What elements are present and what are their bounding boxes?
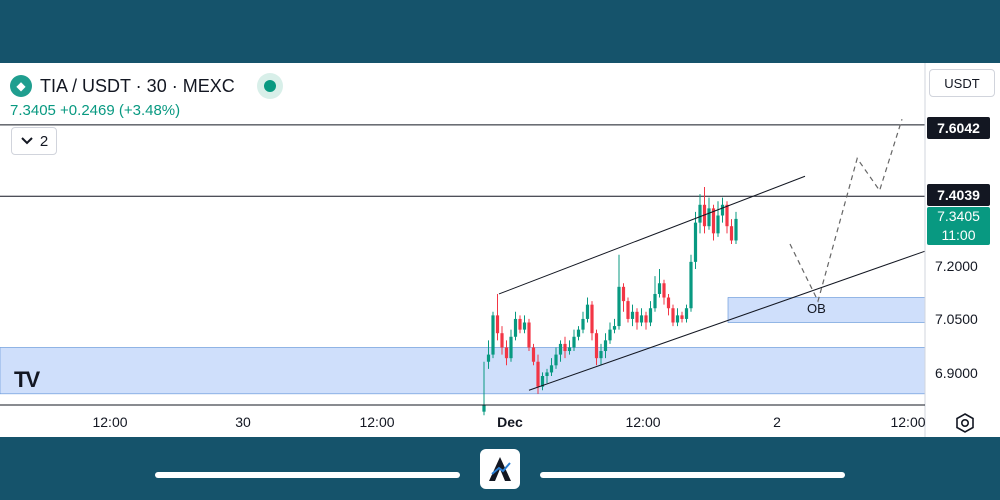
candle-body <box>725 204 729 227</box>
candle-body <box>594 333 599 359</box>
price-change: 7.3405 +0.2469 (+3.48%) <box>10 102 181 119</box>
candle-body <box>693 222 698 262</box>
candle-body <box>617 286 621 327</box>
candle-body <box>621 286 626 302</box>
candle-body <box>711 208 716 234</box>
candle-body <box>563 343 567 352</box>
x-tick-label: 2 <box>773 414 781 430</box>
candle-body <box>518 318 522 330</box>
candle-body <box>648 308 653 323</box>
candle-body <box>666 297 671 309</box>
candle-body <box>635 311 639 323</box>
y-tick-label: 6.9000 <box>935 365 978 381</box>
candle-body <box>540 376 545 387</box>
symbol-header[interactable]: ◆ TIA / USDT · 30 · MEXC <box>10 73 283 99</box>
candle-body <box>689 261 693 309</box>
candle-body <box>567 347 572 352</box>
candle-body <box>576 329 581 337</box>
candle-body <box>581 318 585 330</box>
candle-body <box>558 343 563 355</box>
projection-path <box>789 119 903 303</box>
candle-body <box>657 283 662 294</box>
candle-body <box>500 333 504 348</box>
candle-body <box>662 283 666 298</box>
candle-body <box>603 340 608 352</box>
candle-body <box>612 326 617 330</box>
x-tick-label: 12:00 <box>890 414 926 430</box>
candle-body <box>675 315 680 323</box>
candle-body <box>734 218 738 241</box>
current-price: 7.3405 <box>937 208 980 224</box>
candle-body <box>702 204 707 227</box>
candle-body <box>491 315 495 355</box>
zone-lower-demand-zone <box>0 347 926 395</box>
market-open-indicator-icon <box>256 73 283 99</box>
price-tag-middle: 7.4039 <box>927 184 990 206</box>
candlestick-chart[interactable] <box>0 63 1000 437</box>
candle-body <box>482 404 486 412</box>
candle-body <box>720 204 725 216</box>
candle-body <box>486 354 491 362</box>
candle-body <box>716 215 720 234</box>
channel-lower-line <box>528 250 926 391</box>
bar-countdown: 11:00 <box>941 227 976 243</box>
symbol-title: TIA / USDT · 30 · MEXC <box>40 75 235 96</box>
candle-body <box>549 365 554 373</box>
channel-upper-line <box>498 175 806 295</box>
candle-body <box>630 311 635 319</box>
candle-body <box>545 372 549 376</box>
tia-coin-icon: ◆ <box>10 75 32 97</box>
candle-body <box>671 308 675 323</box>
candle-body <box>626 301 630 319</box>
candle-body <box>504 347 509 359</box>
x-tick-label: 12:00 <box>625 414 661 430</box>
candle-body <box>554 354 558 366</box>
settings-gear-icon[interactable] <box>954 412 976 434</box>
candle-body <box>590 304 594 334</box>
candle-body <box>680 315 684 319</box>
candle-body <box>639 315 644 323</box>
candle-body <box>531 347 536 362</box>
decor-bar-left <box>155 472 460 478</box>
current-price-tag: 7.3405 11:00 <box>927 207 990 245</box>
indicator-count: 2 <box>39 132 49 150</box>
candle-body <box>644 315 648 323</box>
candle-body <box>608 329 612 341</box>
chart-panel: ◆ TIA / USDT · 30 · MEXC 7.3405 +0.2469 … <box>0 63 1000 437</box>
candle-body <box>698 204 702 223</box>
candle-body <box>536 361 540 387</box>
price-tag-upper: 7.6042 <box>927 117 990 139</box>
x-tick-label: 12:00 <box>359 414 395 430</box>
indicators-toggle-button[interactable]: 2 <box>11 127 57 155</box>
candle-body <box>572 336 576 348</box>
candle-body <box>684 308 689 319</box>
chevron-down-icon <box>21 137 33 145</box>
candle-body <box>585 304 590 319</box>
candle-body <box>513 318 518 337</box>
decor-bar-right <box>540 472 845 478</box>
candle-body <box>707 208 711 227</box>
candle-body <box>495 315 500 334</box>
y-tick-label: 7.0500 <box>935 311 978 327</box>
x-tick-label: 12:00 <box>92 414 128 430</box>
candle-body <box>653 293 657 309</box>
candle-body <box>729 226 734 241</box>
ob-label: OB <box>807 301 826 316</box>
x-tick-label: 30 <box>235 414 251 430</box>
candle-body <box>527 322 531 348</box>
app-logo-icon <box>480 449 520 489</box>
candle-body <box>509 336 513 359</box>
zone-OB <box>727 297 926 323</box>
tradingview-logo: TV <box>14 367 40 392</box>
currency-button[interactable]: USDT <box>929 69 995 97</box>
y-tick-label: 7.2000 <box>935 258 978 274</box>
candle-body <box>599 351 603 359</box>
candle-body <box>522 322 527 330</box>
x-tick-label: Dec <box>497 414 523 430</box>
